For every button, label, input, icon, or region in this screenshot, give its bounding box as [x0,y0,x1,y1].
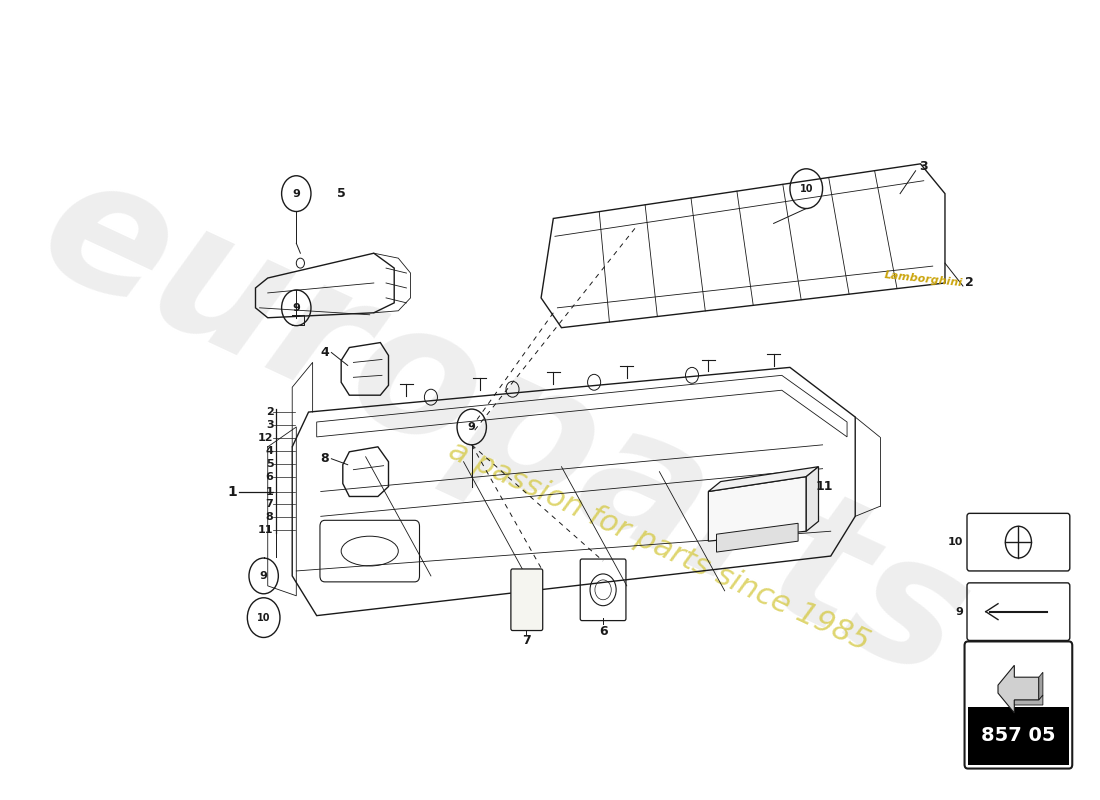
Text: 11: 11 [816,480,834,493]
Text: 4: 4 [320,346,329,359]
Text: 2: 2 [966,277,975,290]
Text: 8: 8 [266,512,274,522]
Text: 7: 7 [522,634,531,647]
Polygon shape [708,466,818,491]
Text: 10: 10 [947,537,962,547]
Text: 10: 10 [257,613,271,622]
Text: europarts: europarts [15,137,993,718]
Text: 1: 1 [227,485,236,498]
Text: 3: 3 [266,420,274,430]
FancyBboxPatch shape [968,707,1069,765]
Polygon shape [1038,672,1043,700]
Text: 11: 11 [257,526,274,535]
Text: 6: 6 [265,472,274,482]
Text: 8: 8 [320,452,329,466]
Text: 10: 10 [800,184,813,194]
Text: 9: 9 [293,303,300,313]
Text: 5: 5 [337,187,345,200]
Polygon shape [806,466,818,531]
Text: Lamborghini: Lamborghini [883,270,964,288]
Text: 6: 6 [598,625,607,638]
Text: 9: 9 [955,606,962,617]
Text: 9: 9 [293,189,300,198]
Polygon shape [1014,695,1043,705]
Text: 2: 2 [266,407,274,417]
FancyBboxPatch shape [510,569,542,630]
Text: 9: 9 [260,571,267,581]
Text: 3: 3 [918,160,927,174]
Text: 5: 5 [266,458,274,469]
Text: 7: 7 [266,499,274,510]
Text: 1: 1 [266,486,274,497]
Polygon shape [708,477,806,541]
Polygon shape [998,666,1038,713]
Text: 12: 12 [257,433,274,443]
Polygon shape [716,523,799,552]
Text: 4: 4 [265,446,274,456]
Text: 857 05: 857 05 [981,726,1056,746]
Text: 9: 9 [468,422,475,432]
Text: a passion for parts since 1985: a passion for parts since 1985 [444,435,874,657]
